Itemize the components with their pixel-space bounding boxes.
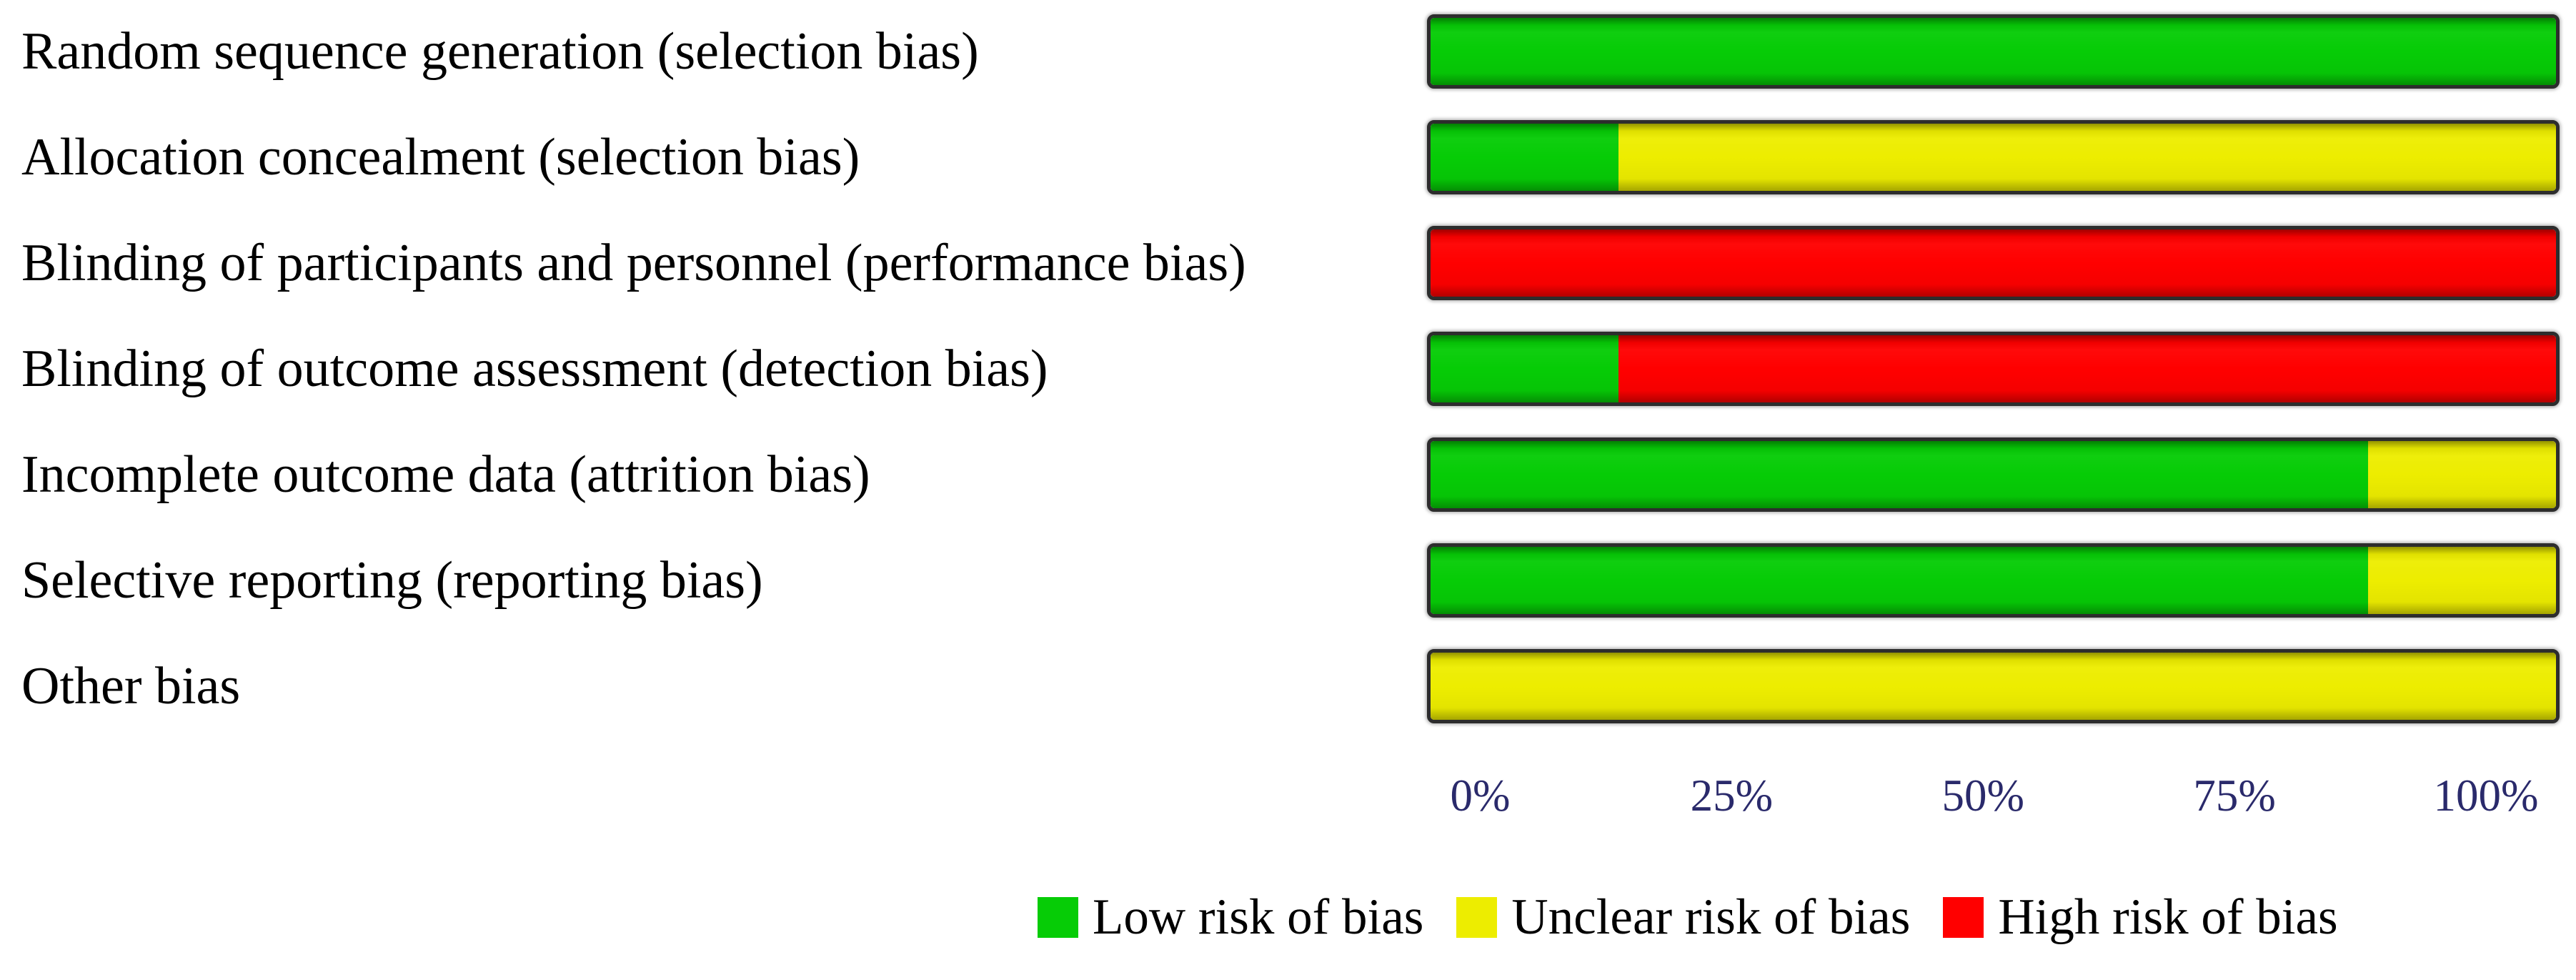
legend-item-high: High risk of bias (1943, 889, 2338, 945)
legend-label: High risk of bias (1998, 889, 2338, 945)
x-axis-tick: 25% (1690, 771, 1774, 821)
category-label: Blinding of outcome assessment (detectio… (21, 340, 1048, 398)
bar-segment-low (1431, 18, 2556, 85)
bar-track (1427, 332, 2560, 406)
category-label: Incomplete outcome data (attrition bias) (21, 445, 870, 504)
bar-segment-unclear (2367, 547, 2556, 614)
bar-track (1427, 437, 2560, 512)
x-axis: 0% 25% 50% 75% 100% (1427, 773, 2560, 838)
bar-segment-low (1431, 441, 2368, 508)
chart-row: Allocation concealment (selection bias) (0, 120, 2576, 194)
legend-swatch-unclear (1456, 897, 1498, 938)
legend: Low risk of bias Unclear risk of bias High… (1038, 892, 2338, 943)
legend-item-low: Low risk of bias (1038, 892, 1423, 943)
category-label: Random sequence generation (selection bi… (21, 22, 979, 81)
legend-swatch-low (1038, 897, 1078, 938)
chart-row: Random sequence generation (selection bi… (0, 14, 2576, 89)
chart-row: Other bias (0, 649, 2576, 723)
legend-item-unclear: Unclear risk of bias (1456, 892, 1910, 943)
legend-label: Unclear risk of bias (1511, 889, 1911, 945)
bar-segment-low (1431, 335, 1619, 402)
bar-segment-low (1431, 547, 2368, 614)
x-axis-tick: 0% (1450, 771, 1511, 821)
bar-segment-unclear (2367, 441, 2556, 508)
x-axis-tick: 100% (2433, 771, 2539, 821)
chart-row: Blinding of outcome assessment (detectio… (0, 332, 2576, 406)
bar-segment-unclear (1431, 653, 2556, 720)
x-axis-tick: 50% (1941, 771, 2024, 821)
category-label: Blinding of participants and personnel (… (21, 234, 1246, 292)
bar-segment-high (1431, 229, 2556, 297)
bar-track (1427, 543, 2560, 618)
bar-segment-high (1618, 335, 2556, 402)
bar-track (1427, 649, 2560, 723)
category-label: Selective reporting (reporting bias) (21, 551, 763, 610)
legend-label: Low risk of bias (1093, 889, 1424, 945)
chart-row: Blinding of participants and personnel (… (0, 226, 2576, 300)
bar-segment-unclear (1618, 124, 2556, 191)
category-label: Other bias (21, 657, 241, 716)
bar-segment-low (1431, 124, 1619, 191)
legend-swatch-high (1943, 897, 1984, 938)
bar-track (1427, 14, 2560, 89)
bar-track (1427, 226, 2560, 300)
category-label: Allocation concealment (selection bias) (21, 128, 860, 187)
x-axis-tick: 75% (2193, 771, 2276, 821)
bar-track (1427, 120, 2560, 194)
chart-row: Incomplete outcome data (attrition bias) (0, 437, 2576, 512)
chart-row: Selective reporting (reporting bias) (0, 543, 2576, 618)
